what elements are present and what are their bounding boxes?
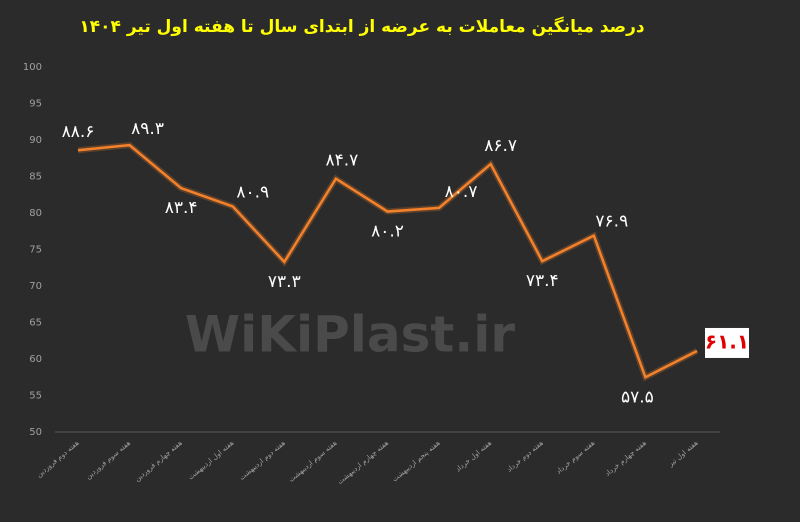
y-tick-label: 55	[29, 391, 42, 402]
data-label: ۸۰.۷	[445, 182, 478, 202]
y-tick-label: 90	[29, 135, 42, 146]
data-label: ۵۷.۵	[621, 387, 654, 407]
data-label: ۷۳.۳	[268, 272, 301, 292]
data-label: ۷۶.۹	[595, 212, 628, 232]
chart-title: درصد میانگین معاملات به عرضه از ابتدای س…	[79, 16, 644, 37]
data-label: ۸۴.۷	[326, 151, 359, 171]
watermark: WiKiPlast.ir	[185, 306, 515, 364]
data-label: ۸۶.۷	[484, 136, 517, 156]
y-tick-label: 85	[29, 172, 42, 183]
y-tick-label: 100	[23, 62, 42, 73]
data-label: ۸۳.۴	[165, 198, 198, 218]
line	[77, 143, 698, 380]
data-label: ۷۳.۴	[526, 271, 559, 291]
data-label: ۸۰.۲	[371, 222, 404, 242]
y-tick-label: 80	[29, 208, 42, 219]
label-box	[705, 327, 749, 358]
y-tick-label: 75	[29, 245, 42, 256]
y-tick-label: 70	[29, 281, 42, 292]
data-label: ۸۸.۶	[62, 122, 95, 142]
y-tick-label: 95	[29, 99, 42, 110]
data-label: ۸۰.۹	[236, 182, 269, 202]
data-label: ۶۱.۱	[705, 329, 749, 353]
y-tick-label: 65	[29, 318, 42, 329]
y-tick-label: 60	[29, 354, 42, 365]
y-tick-label: 50	[29, 427, 42, 438]
data-label: ۸۹.۳	[131, 119, 164, 139]
